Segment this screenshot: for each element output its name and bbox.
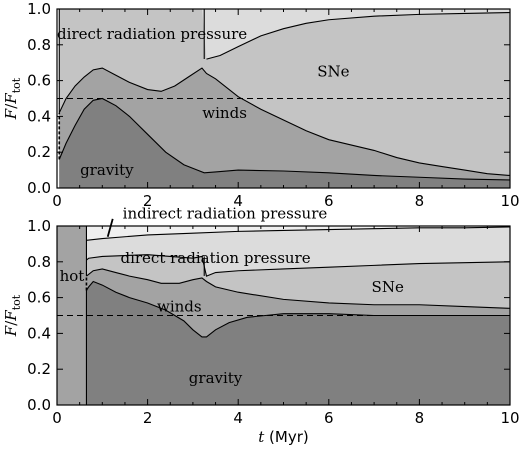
- y-tick-label: 0.6: [27, 289, 51, 307]
- y-axis-label-den: F: [2, 310, 20, 322]
- x-tick-label: 4: [233, 409, 243, 427]
- y-tick-label: 0.8: [27, 253, 51, 271]
- y-axis-label-num: F: [2, 108, 20, 120]
- y-axis-label-num: F: [2, 325, 20, 337]
- region-label: winds: [202, 104, 247, 122]
- x-tick-label: 10: [500, 192, 519, 210]
- region-label: direct radiation pressure: [57, 25, 247, 43]
- y-tick-label: 0.0: [27, 179, 51, 197]
- y-axis-label-den: F: [2, 93, 20, 105]
- y-tick-label: 0.4: [27, 324, 51, 342]
- y-axis-label: F/Ftot: [2, 294, 23, 337]
- x-axis-label-var: t: [258, 428, 265, 446]
- y-tick-label: 0.6: [27, 72, 51, 90]
- top-panel: direct radiation pressure SNe winds gravity…: [2, 0, 520, 210]
- y-tick-label: 1.0: [27, 0, 51, 18]
- x-axis-label: t (Myr): [258, 428, 309, 446]
- x-tick-label: 6: [324, 409, 334, 427]
- area-gravity: [86, 281, 510, 405]
- line-winds: [58, 67, 510, 177]
- y-tick-label: 0.8: [27, 36, 51, 54]
- region-label: gravity: [189, 369, 243, 387]
- x-tick-label: 0: [52, 192, 62, 210]
- line-winds: [86, 268, 510, 309]
- y-tick-label: 0.0: [27, 396, 51, 414]
- region-label: direct radiation pressure: [120, 249, 310, 267]
- plot-area: [57, 9, 510, 188]
- x-tick-label: 2: [143, 409, 153, 427]
- x-tick-label: 8: [415, 409, 425, 427]
- y-tick-label: 1.0: [27, 217, 51, 235]
- line-gravity: [85, 280, 510, 338]
- bottom-panel: direct radiation pressure SNe winds gravity…: [2, 204, 520, 427]
- callout-label: indirect radiation pressure: [123, 204, 328, 222]
- area-gravity: [59, 98, 510, 188]
- line-sne: [206, 12, 510, 60]
- region-label: gravity: [80, 161, 134, 179]
- x-tick-label: 2: [143, 192, 153, 210]
- line-gravity: [58, 97, 510, 181]
- y-axis-label-sub: tot: [10, 77, 23, 93]
- region-label: hot: [60, 267, 85, 285]
- region-label: SNe: [372, 278, 404, 296]
- y-axis-label-sub: tot: [10, 294, 23, 310]
- plot-area: [57, 226, 510, 405]
- y-axis-label-slash: /: [2, 103, 20, 109]
- callout-pointer: [106, 218, 114, 237]
- x-tick-label: 0: [52, 409, 62, 427]
- x-tick-label: 10: [500, 409, 519, 427]
- x-tick-label: 6: [324, 192, 334, 210]
- y-axis-label-slash: /: [2, 320, 20, 326]
- x-tick-label: 8: [415, 192, 425, 210]
- x-tick-label: 4: [233, 192, 243, 210]
- line-direct-radiation-pressure: [86, 226, 510, 241]
- y-tick-label: 0.4: [27, 107, 51, 125]
- y-tick-label: 0.2: [27, 143, 51, 161]
- line-sne: [86, 254, 510, 277]
- region-label: SNe: [317, 63, 349, 81]
- x-axis-label-unit: (Myr): [264, 428, 308, 446]
- y-tick-label: 0.2: [27, 360, 51, 378]
- y-axis-label: F/Ftot: [2, 77, 23, 120]
- region-label: winds: [157, 298, 202, 316]
